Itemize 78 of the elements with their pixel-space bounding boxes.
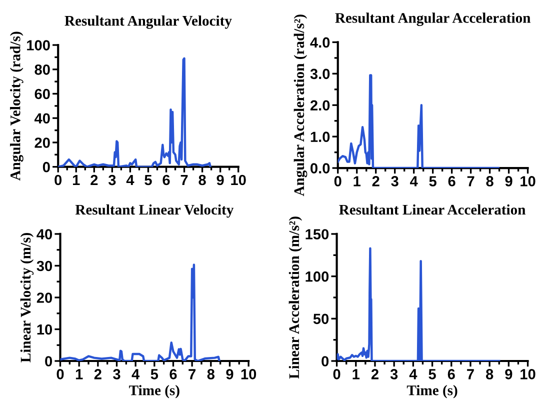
chart-title: Resultant Angular Velocity xyxy=(64,15,232,29)
x-tick-label: 1 xyxy=(352,369,360,380)
x-tick-label: 6 xyxy=(170,369,177,380)
x-tick-label: 2 xyxy=(90,174,98,186)
x-tick-label: 3 xyxy=(113,369,120,380)
x-tick-label: 2 xyxy=(94,369,102,380)
x-tick-label: 8 xyxy=(198,174,206,186)
x-tick-label: 4 xyxy=(126,175,134,186)
y-tick-label: 100 xyxy=(306,271,329,282)
y-tick-label: 0 xyxy=(42,162,50,172)
x-tick-label: 7 xyxy=(467,176,474,186)
x-tick-label: 1 xyxy=(76,369,83,380)
y-tick-label: 50 xyxy=(313,314,329,324)
y-tick-label: 3.0 xyxy=(310,68,330,80)
x-tick-label: 7 xyxy=(188,369,196,380)
x-tick-label: 6 xyxy=(448,369,455,380)
y-tick-label: 40 xyxy=(34,113,50,124)
y-tick-label: 10 xyxy=(37,324,52,335)
y-tick-label: 4.0 xyxy=(310,37,330,48)
y-tick-label: 2.0 xyxy=(310,100,330,111)
x-tick-label: 2 xyxy=(372,176,380,186)
x-tick-label: 8 xyxy=(486,176,494,186)
x-tick-label: 5 xyxy=(150,369,158,380)
chart-title: Resultant Linear Velocity xyxy=(75,204,234,218)
x-tick-label: 7 xyxy=(467,369,474,380)
y-axis-title: Linear Velocity (m/s) xyxy=(20,233,34,362)
line-series xyxy=(60,264,220,361)
y-tick-label: 0.0 xyxy=(310,163,330,174)
x-tick-label: 9 xyxy=(216,174,224,186)
x-tick-label: 9 xyxy=(226,369,234,380)
x-tick-label: 10 xyxy=(231,174,246,186)
y-tick-label: 60 xyxy=(34,88,50,100)
x-tick-label: 4 xyxy=(409,369,418,380)
y-tick-label: 150 xyxy=(306,229,329,240)
x-tick-label: 7 xyxy=(180,175,188,186)
x-tick-label: 9 xyxy=(505,369,512,380)
y-tick-label: 40 xyxy=(36,229,52,240)
x-tick-label: 2 xyxy=(371,369,378,380)
x-tick-label: 0 xyxy=(54,174,62,186)
y-tick-label: 1.0 xyxy=(310,132,330,142)
x-tick-label: 1 xyxy=(354,176,361,186)
y-tick-label: 30 xyxy=(36,260,52,272)
x-axis-title: Time (s) xyxy=(129,385,180,398)
x-tick-label: 6 xyxy=(162,174,170,186)
y-axis-title: Linear Acceleration (m/s²) xyxy=(288,216,302,379)
y-tick-label: 0 xyxy=(45,356,52,366)
y-tick-label: 0 xyxy=(322,356,329,366)
y-axis-title: Angular Velocity (rad/s) xyxy=(10,32,24,181)
line-series xyxy=(336,247,500,361)
x-tick-label: 3 xyxy=(390,369,398,380)
y-tick-label: 20 xyxy=(34,138,50,148)
x-tick-label: 4 xyxy=(132,369,140,380)
x-tick-label: 0 xyxy=(333,369,340,380)
x-tick-label: 10 xyxy=(520,176,536,186)
line-series xyxy=(338,74,500,168)
x-tick-label: 9 xyxy=(505,176,512,186)
x-tick-label: 10 xyxy=(520,369,536,380)
x-tick-label: 5 xyxy=(144,175,152,186)
x-tick-label: 5 xyxy=(429,176,436,186)
x-tick-label: 6 xyxy=(448,176,456,186)
y-tick-label: 80 xyxy=(34,64,50,75)
x-tick-label: 1 xyxy=(72,175,80,186)
x-tick-label: 3 xyxy=(108,174,116,186)
x-axis-title: Time (s) xyxy=(406,385,458,398)
y-tick-label: 20 xyxy=(36,292,52,303)
chart-title: Resultant Angular Acceleration xyxy=(335,12,530,26)
chart-title: Resultant Linear Acceleration xyxy=(339,204,526,215)
line-series xyxy=(58,57,212,167)
x-tick-label: 8 xyxy=(207,369,215,380)
x-tick-label: 5 xyxy=(428,369,436,380)
x-tick-label: 3 xyxy=(391,176,398,186)
x-tick-label: 4 xyxy=(410,176,418,186)
x-tick-label: 10 xyxy=(241,369,256,380)
y-tick-label: 100 xyxy=(27,40,50,50)
x-tick-label: 0 xyxy=(334,176,342,186)
x-tick-label: 8 xyxy=(486,369,494,380)
x-tick-label: 0 xyxy=(56,369,64,380)
y-axis-title: Angular Acceleration (rad/s²) xyxy=(294,14,308,196)
